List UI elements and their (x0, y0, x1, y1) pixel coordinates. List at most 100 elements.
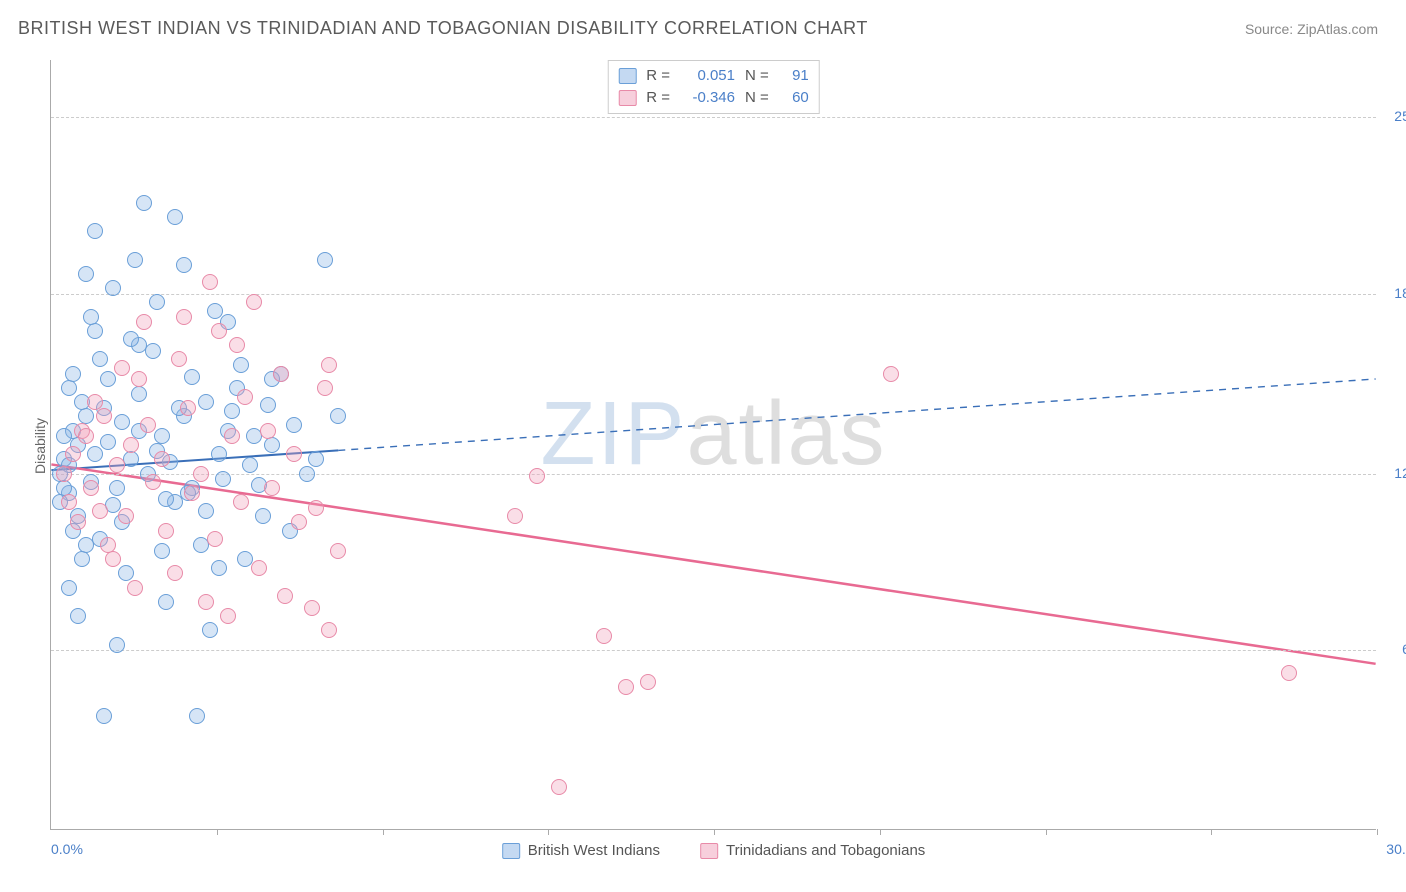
x-tick (1377, 829, 1378, 835)
series-name: British West Indians (528, 842, 660, 859)
data-point (551, 779, 567, 795)
data-point (100, 371, 116, 387)
data-point (198, 594, 214, 610)
data-point (158, 594, 174, 610)
data-point (176, 257, 192, 273)
data-point (184, 485, 200, 501)
legend-swatch (618, 90, 636, 106)
y-tick-label: 6.3% (1402, 641, 1406, 657)
x-tick (217, 829, 218, 835)
data-point (109, 457, 125, 473)
data-point (640, 674, 656, 690)
data-point (61, 380, 77, 396)
data-point (193, 466, 209, 482)
data-point (264, 480, 280, 496)
scatter-chart: ZIPatlas R =0.051N =91R =-0.346N =60 Bri… (50, 60, 1376, 830)
series-legend-item: Trinidadians and Tobagonians (700, 842, 925, 859)
x-tick (1046, 829, 1047, 835)
chart-title: BRITISH WEST INDIAN VS TRINIDADIAN AND T… (18, 18, 868, 39)
y-tick-label: 12.5% (1394, 465, 1406, 481)
legend-swatch (618, 68, 636, 84)
y-axis-label: Disability (32, 418, 48, 474)
data-point (154, 451, 170, 467)
data-point (123, 437, 139, 453)
data-point (131, 386, 147, 402)
series-name: Trinidadians and Tobagonians (726, 842, 925, 859)
x-tick (548, 829, 549, 835)
data-point (70, 514, 86, 530)
data-point (118, 508, 134, 524)
trend-lines (51, 60, 1376, 829)
x-tick (1211, 829, 1212, 835)
data-point (123, 331, 139, 347)
data-point (264, 437, 280, 453)
data-point (136, 314, 152, 330)
data-point (596, 628, 612, 644)
data-point (260, 423, 276, 439)
legend-swatch (502, 843, 520, 859)
data-point (246, 294, 262, 310)
data-point (207, 531, 223, 547)
y-tick-label: 25.0% (1394, 108, 1406, 124)
data-point (229, 337, 245, 353)
data-point (65, 366, 81, 382)
data-point (291, 514, 307, 530)
data-point (330, 408, 346, 424)
data-point (56, 466, 72, 482)
data-point (176, 309, 192, 325)
series-legend: British West Indians Trinidadians and Tob… (502, 842, 926, 859)
data-point (198, 503, 214, 519)
series-legend-item: British West Indians (502, 842, 660, 859)
y-tick-label: 18.8% (1394, 285, 1406, 301)
data-point (529, 468, 545, 484)
data-point (87, 323, 103, 339)
data-point (321, 357, 337, 373)
data-point (202, 274, 218, 290)
data-point (78, 428, 94, 444)
data-point (233, 357, 249, 373)
data-point (154, 543, 170, 559)
data-point (167, 209, 183, 225)
data-point (507, 508, 523, 524)
data-point (114, 360, 130, 376)
data-point (180, 400, 196, 416)
data-point (158, 491, 174, 507)
x-tick (880, 829, 881, 835)
data-point (883, 366, 899, 382)
x-tick (714, 829, 715, 835)
data-point (96, 708, 112, 724)
data-point (260, 397, 276, 413)
watermark: ZIPatlas (540, 383, 886, 486)
data-point (255, 508, 271, 524)
data-point (78, 266, 94, 282)
data-point (127, 580, 143, 596)
data-point (114, 414, 130, 430)
data-point (100, 434, 116, 450)
gridline (51, 474, 1376, 475)
data-point (207, 303, 223, 319)
data-point (618, 679, 634, 695)
correlation-legend: R =0.051N =91R =-0.346N =60 (607, 60, 820, 114)
data-point (127, 252, 143, 268)
data-point (317, 380, 333, 396)
data-point (198, 394, 214, 410)
legend-swatch (700, 843, 718, 859)
data-point (70, 608, 86, 624)
data-point (105, 551, 121, 567)
x-tick (383, 829, 384, 835)
correlation-legend-row: R =-0.346N =60 (618, 87, 809, 109)
data-point (330, 543, 346, 559)
data-point (61, 580, 77, 596)
data-point (83, 480, 99, 496)
data-point (286, 446, 302, 462)
data-point (215, 471, 231, 487)
data-point (299, 466, 315, 482)
data-point (61, 494, 77, 510)
data-point (96, 408, 112, 424)
data-point (83, 309, 99, 325)
data-point (1281, 665, 1297, 681)
data-point (224, 428, 240, 444)
data-point (167, 565, 183, 581)
data-point (273, 366, 289, 382)
data-point (251, 560, 267, 576)
